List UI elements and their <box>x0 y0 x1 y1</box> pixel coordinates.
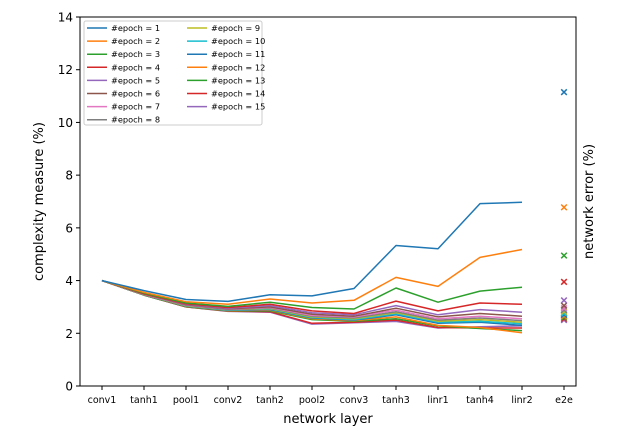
legend-label-8: #epoch = 8 <box>111 115 160 125</box>
legend-label-2: #epoch = 2 <box>111 36 160 46</box>
y-axis-label-right: network error (%) <box>582 144 597 259</box>
x-tick-label-11: e2e <box>555 395 573 406</box>
x-tick-label-4: tanh2 <box>256 395 284 406</box>
x-tick-label-2: pool1 <box>173 395 199 406</box>
error-marker-7 <box>560 304 568 312</box>
x-tick-label-9: tanh4 <box>466 395 494 406</box>
legend-label-9: #epoch = 9 <box>211 23 260 33</box>
legend-label-5: #epoch = 5 <box>111 75 160 85</box>
error-marker-5 <box>560 297 568 304</box>
y-tick-label-2: 4 <box>65 274 73 288</box>
y-tick-label-4: 8 <box>65 169 73 183</box>
axes: 0 2 4 6 8 10 12 14 conv1 tanh1 pool1 conv2 tanh2 pool… <box>58 11 573 407</box>
y-tick-label-3: 6 <box>65 221 73 235</box>
error-marker-stroke-b-4 <box>560 278 568 286</box>
error-marker-6 <box>560 302 568 309</box>
legend-label-1: #epoch = 1 <box>111 23 160 33</box>
x-tick-label-1: tanh1 <box>130 395 158 406</box>
error-marker-stroke-b-3 <box>560 252 568 259</box>
x-tick-label-5: pool2 <box>299 395 325 406</box>
x-tick-label-3: conv2 <box>214 395 243 406</box>
legend-label-4: #epoch = 4 <box>111 62 160 72</box>
error-marker-4 <box>560 278 568 286</box>
y-tick-label-6: 12 <box>58 63 73 77</box>
error-marker-stroke-b-7 <box>560 304 568 312</box>
legend-label-7: #epoch = 7 <box>111 102 160 112</box>
y-tick-label-0: 0 <box>65 380 73 394</box>
legend-label-12: #epoch = 12 <box>211 62 265 72</box>
error-marker-1 <box>560 88 568 96</box>
legend-label-14: #epoch = 14 <box>211 89 265 99</box>
error-markers <box>560 88 568 324</box>
x-tick-label-8: linr1 <box>427 395 448 406</box>
series-line-3 <box>101 279 523 310</box>
legend-label-6: #epoch = 6 <box>111 89 160 99</box>
y-tick-label-7: 14 <box>58 11 73 25</box>
legend-label-11: #epoch = 11 <box>211 49 265 59</box>
legend: #epoch = 1 #epoch = 2 #epoch = 3 #epoch = 4… <box>83 20 265 126</box>
error-marker-stroke-b-2 <box>560 203 568 211</box>
x-tick-label-7: tanh3 <box>382 395 410 406</box>
y-axis-label: complexity measure (%) <box>32 122 47 281</box>
legend-label-15: #epoch = 15 <box>211 102 265 112</box>
legend-label-3: #epoch = 3 <box>111 49 160 59</box>
error-marker-stroke-b-6 <box>560 302 568 309</box>
plot-frame <box>79 16 577 387</box>
y-tick-label-5: 10 <box>58 116 73 130</box>
error-marker-stroke-b-5 <box>560 297 568 304</box>
x-tick-label-6: conv3 <box>340 395 369 406</box>
legend-box <box>83 20 263 126</box>
error-marker-stroke-b-1 <box>560 88 568 96</box>
legend-label-13: #epoch = 13 <box>211 75 265 85</box>
error-marker-3 <box>560 252 568 259</box>
series-line-2 <box>101 248 523 306</box>
x-axis-label: network layer <box>283 412 373 427</box>
legend-label-10: #epoch = 10 <box>211 36 265 46</box>
y-tick-label-1: 2 <box>65 327 73 341</box>
series-lines <box>101 201 523 334</box>
x-tick-label-10: linr2 <box>511 395 532 406</box>
error-marker-2 <box>560 203 568 211</box>
x-tick-label-0: conv1 <box>88 395 117 406</box>
series-line-1 <box>101 201 523 303</box>
